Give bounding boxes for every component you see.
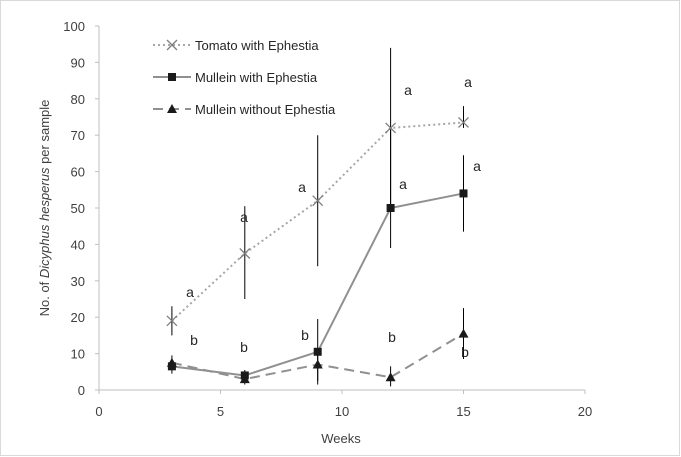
significance-label: a (240, 209, 248, 225)
y-tick-label: 50 (71, 201, 85, 216)
error-bars (171, 47, 464, 387)
y-axis-label-part: per sample (37, 100, 52, 168)
significance-label: b (301, 327, 309, 343)
square-marker (168, 73, 176, 81)
square-marker (459, 189, 468, 198)
triangle-marker (166, 357, 177, 367)
y-tick-label: 10 (71, 347, 85, 362)
x-tick-label: 0 (95, 404, 102, 419)
significance-label: b (388, 329, 396, 345)
significance-label: a (404, 82, 412, 98)
significance-label: b (190, 332, 198, 348)
significance-label: b (461, 344, 469, 360)
triangle-marker (312, 359, 323, 369)
triangle-marker (239, 374, 250, 384)
x-tick-label: 20 (578, 404, 592, 419)
y-tick-label: 0 (78, 383, 85, 398)
y-tick-label: 90 (71, 55, 85, 70)
y-axis-label: No. of Dicyphus hesperus per sample (37, 100, 52, 317)
triangle-marker (167, 104, 177, 113)
y-tick-label: 20 (71, 310, 85, 325)
y-tick-label: 30 (71, 274, 85, 289)
y-axis-label-part: No. of (37, 278, 52, 316)
axes: 0 10 20 30 40 50 60 70 80 90 100 0 5 10 15 20 (63, 19, 592, 419)
legend-label: Tomato with Ephestia (195, 38, 319, 53)
y-tick-label: 70 (71, 128, 85, 143)
x-tick-label: 5 (217, 404, 224, 419)
x-marker (458, 117, 469, 128)
x-tick-label: 10 (335, 404, 349, 419)
y-axis-label-species: Dicyphus hesperus (37, 167, 52, 278)
triangle-marker (385, 372, 396, 382)
x-marker (166, 315, 178, 327)
x-tick-label: 15 (456, 404, 470, 419)
significance-label: a (298, 179, 306, 195)
y-tick-label: 60 (71, 165, 85, 180)
square-marker (313, 347, 322, 356)
square-marker (386, 204, 395, 212)
y-tick-label: 80 (71, 92, 85, 107)
legend: Tomato with Ephestia Mullein with Ephesti… (153, 38, 336, 117)
significance-label: a (473, 158, 481, 174)
legend-label: Mullein without Ephestia (195, 102, 336, 117)
significance-label: a (464, 74, 472, 90)
series-markers (166, 117, 469, 384)
triangle-marker (458, 328, 469, 338)
series-line (171, 121, 464, 322)
x-axis-label: Weeks (321, 431, 361, 446)
y-tick-label: 100 (63, 19, 85, 34)
x-marker (166, 39, 178, 51)
x-marker (312, 195, 324, 207)
y-tick-label: 40 (71, 237, 85, 252)
significance-label: a (186, 284, 194, 300)
significance-letters: a a a a a b b b a a b b (186, 74, 481, 360)
x-marker (239, 248, 251, 259)
significance-label: a (399, 176, 407, 192)
legend-label: Mullein with Ephestia (195, 70, 318, 85)
significance-label: b (240, 339, 248, 355)
x-marker (385, 122, 397, 134)
